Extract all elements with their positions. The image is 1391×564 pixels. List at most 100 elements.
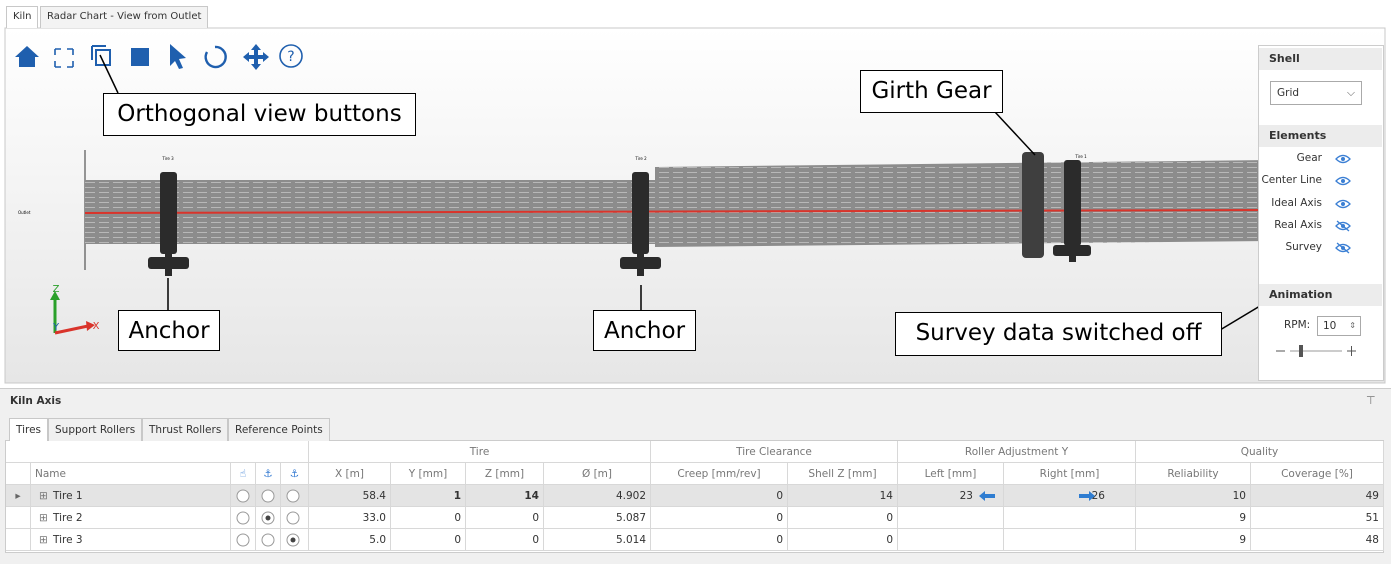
- column-header[interactable]: Reliability: [1136, 463, 1251, 485]
- column-header[interactable]: Creep [mm/rev]: [651, 463, 788, 485]
- visibility-toggle[interactable]: [1334, 242, 1352, 254]
- column-header[interactable]: Right [mm]: [1004, 463, 1136, 485]
- radio-ring: [262, 490, 274, 502]
- element-label: Survey: [1285, 241, 1322, 253]
- radio-ring: [262, 534, 274, 546]
- radio-ring: [237, 490, 249, 502]
- cell-value: 5.087: [616, 512, 646, 524]
- radio-cell: [256, 529, 281, 551]
- group-header: Tire Clearance: [651, 441, 898, 463]
- cell: ⊞Tire 2: [31, 507, 231, 529]
- icon-header[interactable]: ☝: [231, 463, 256, 485]
- adjust-arrow[interactable]: [979, 491, 995, 501]
- column-header[interactable]: X [m]: [309, 463, 391, 485]
- radio[interactable]: [286, 489, 300, 503]
- cell: 49: [1251, 485, 1384, 507]
- radio-dot: [266, 516, 271, 521]
- cell: [898, 507, 1004, 529]
- pin[interactable]: ⊤: [1366, 394, 1376, 407]
- expand-icon[interactable]: ⊞: [39, 529, 48, 551]
- column-header[interactable]: Ø [m]: [544, 463, 651, 485]
- callout: Anchor: [593, 310, 696, 351]
- cell: 0: [651, 485, 788, 507]
- rpm-slider[interactable]: [1272, 342, 1362, 360]
- visibility-toggle[interactable]: [1334, 175, 1352, 187]
- radio[interactable]: [286, 511, 300, 525]
- column-header[interactable]: Shell Z [mm]: [788, 463, 898, 485]
- column-header[interactable]: Name: [31, 463, 231, 485]
- cell-value: 48: [1366, 534, 1379, 546]
- svg-text:?: ?: [287, 49, 294, 65]
- cell: 14: [788, 485, 898, 507]
- tab[interactable]: Radar Chart - View from Outlet: [40, 6, 208, 28]
- radio[interactable]: [286, 533, 300, 547]
- cell-value: 14: [880, 490, 893, 502]
- cell: 10: [1136, 485, 1251, 507]
- visibility-toggle[interactable]: [1334, 220, 1352, 232]
- cell-value: 4.902: [616, 490, 646, 502]
- cell: 26: [1004, 485, 1136, 507]
- cell: 0: [788, 507, 898, 529]
- radio-cell: [281, 507, 309, 529]
- cell: 0: [651, 507, 788, 529]
- axis-label: Z: [53, 284, 60, 295]
- cell: 5.0: [309, 529, 391, 551]
- rpm-label: RPM:: [1284, 319, 1310, 331]
- tab[interactable]: Kiln: [6, 6, 38, 28]
- icon-header[interactable]: ⚓: [256, 463, 281, 485]
- section-header: Animation: [1259, 284, 1382, 306]
- expand-icon[interactable]: ⊞: [39, 507, 48, 529]
- rpm-input[interactable]: 10⇕: [1317, 316, 1361, 336]
- element-label: Ideal Axis: [1271, 197, 1322, 209]
- cell: 4.902: [544, 485, 651, 507]
- cell: 33.0: [309, 507, 391, 529]
- column-header[interactable]: Left [mm]: [898, 463, 1004, 485]
- radio[interactable]: [236, 511, 250, 525]
- axis-label: Y: [52, 322, 60, 333]
- group-header: Quality: [1136, 441, 1384, 463]
- radio[interactable]: [261, 533, 275, 547]
- cell: 9: [1136, 507, 1251, 529]
- grid-tab[interactable]: Reference Points: [228, 418, 330, 441]
- pupil: [1341, 157, 1345, 161]
- expand-icon[interactable]: ⊞: [39, 485, 48, 507]
- column-header[interactable]: Y [mm]: [391, 463, 466, 485]
- radio-cell: [256, 507, 281, 529]
- grid-tab[interactable]: Thrust Rollers: [142, 418, 228, 441]
- element-label: Gear: [1297, 152, 1322, 164]
- grid-tab[interactable]: Tires: [9, 418, 48, 441]
- cell: 9: [1136, 529, 1251, 551]
- cell: ⊞Tire 1: [31, 485, 231, 507]
- axis-label: X: [93, 321, 100, 332]
- radio-cell: [231, 507, 256, 529]
- cell: [898, 529, 1004, 551]
- grid-tab[interactable]: Support Rollers: [48, 418, 142, 441]
- radio-ring: [287, 512, 299, 524]
- pupil: [1341, 202, 1345, 206]
- radio[interactable]: [236, 533, 250, 547]
- shell-select[interactable]: Grid⌵: [1270, 81, 1362, 105]
- visibility-toggle[interactable]: [1334, 198, 1352, 210]
- adjust-arrow[interactable]: [1079, 491, 1095, 501]
- cell-value: 0: [454, 512, 461, 524]
- radio-ring: [287, 490, 299, 502]
- arrow: [1079, 491, 1095, 501]
- radio[interactable]: [261, 511, 275, 525]
- column-header[interactable]: Z [mm]: [466, 463, 544, 485]
- cell-value: 9: [1239, 534, 1246, 546]
- viewport-label: Outlet: [18, 210, 31, 215]
- group-header: Roller Adjustment Y: [898, 441, 1136, 463]
- radio-cell: [231, 529, 256, 551]
- cell-value: 0: [776, 512, 783, 524]
- cell: 0: [788, 529, 898, 551]
- radio-cell: [256, 485, 281, 507]
- radio[interactable]: [261, 489, 275, 503]
- radio[interactable]: [236, 489, 250, 503]
- icon-header[interactable]: ⚓: [281, 463, 309, 485]
- radio-ring: [237, 512, 249, 524]
- row-indicator: [6, 529, 31, 551]
- solid-view-button[interactable]: [131, 48, 149, 66]
- element-label: Real Axis: [1274, 219, 1322, 231]
- column-header[interactable]: Coverage [%]: [1251, 463, 1384, 485]
- visibility-toggle[interactable]: [1334, 153, 1352, 165]
